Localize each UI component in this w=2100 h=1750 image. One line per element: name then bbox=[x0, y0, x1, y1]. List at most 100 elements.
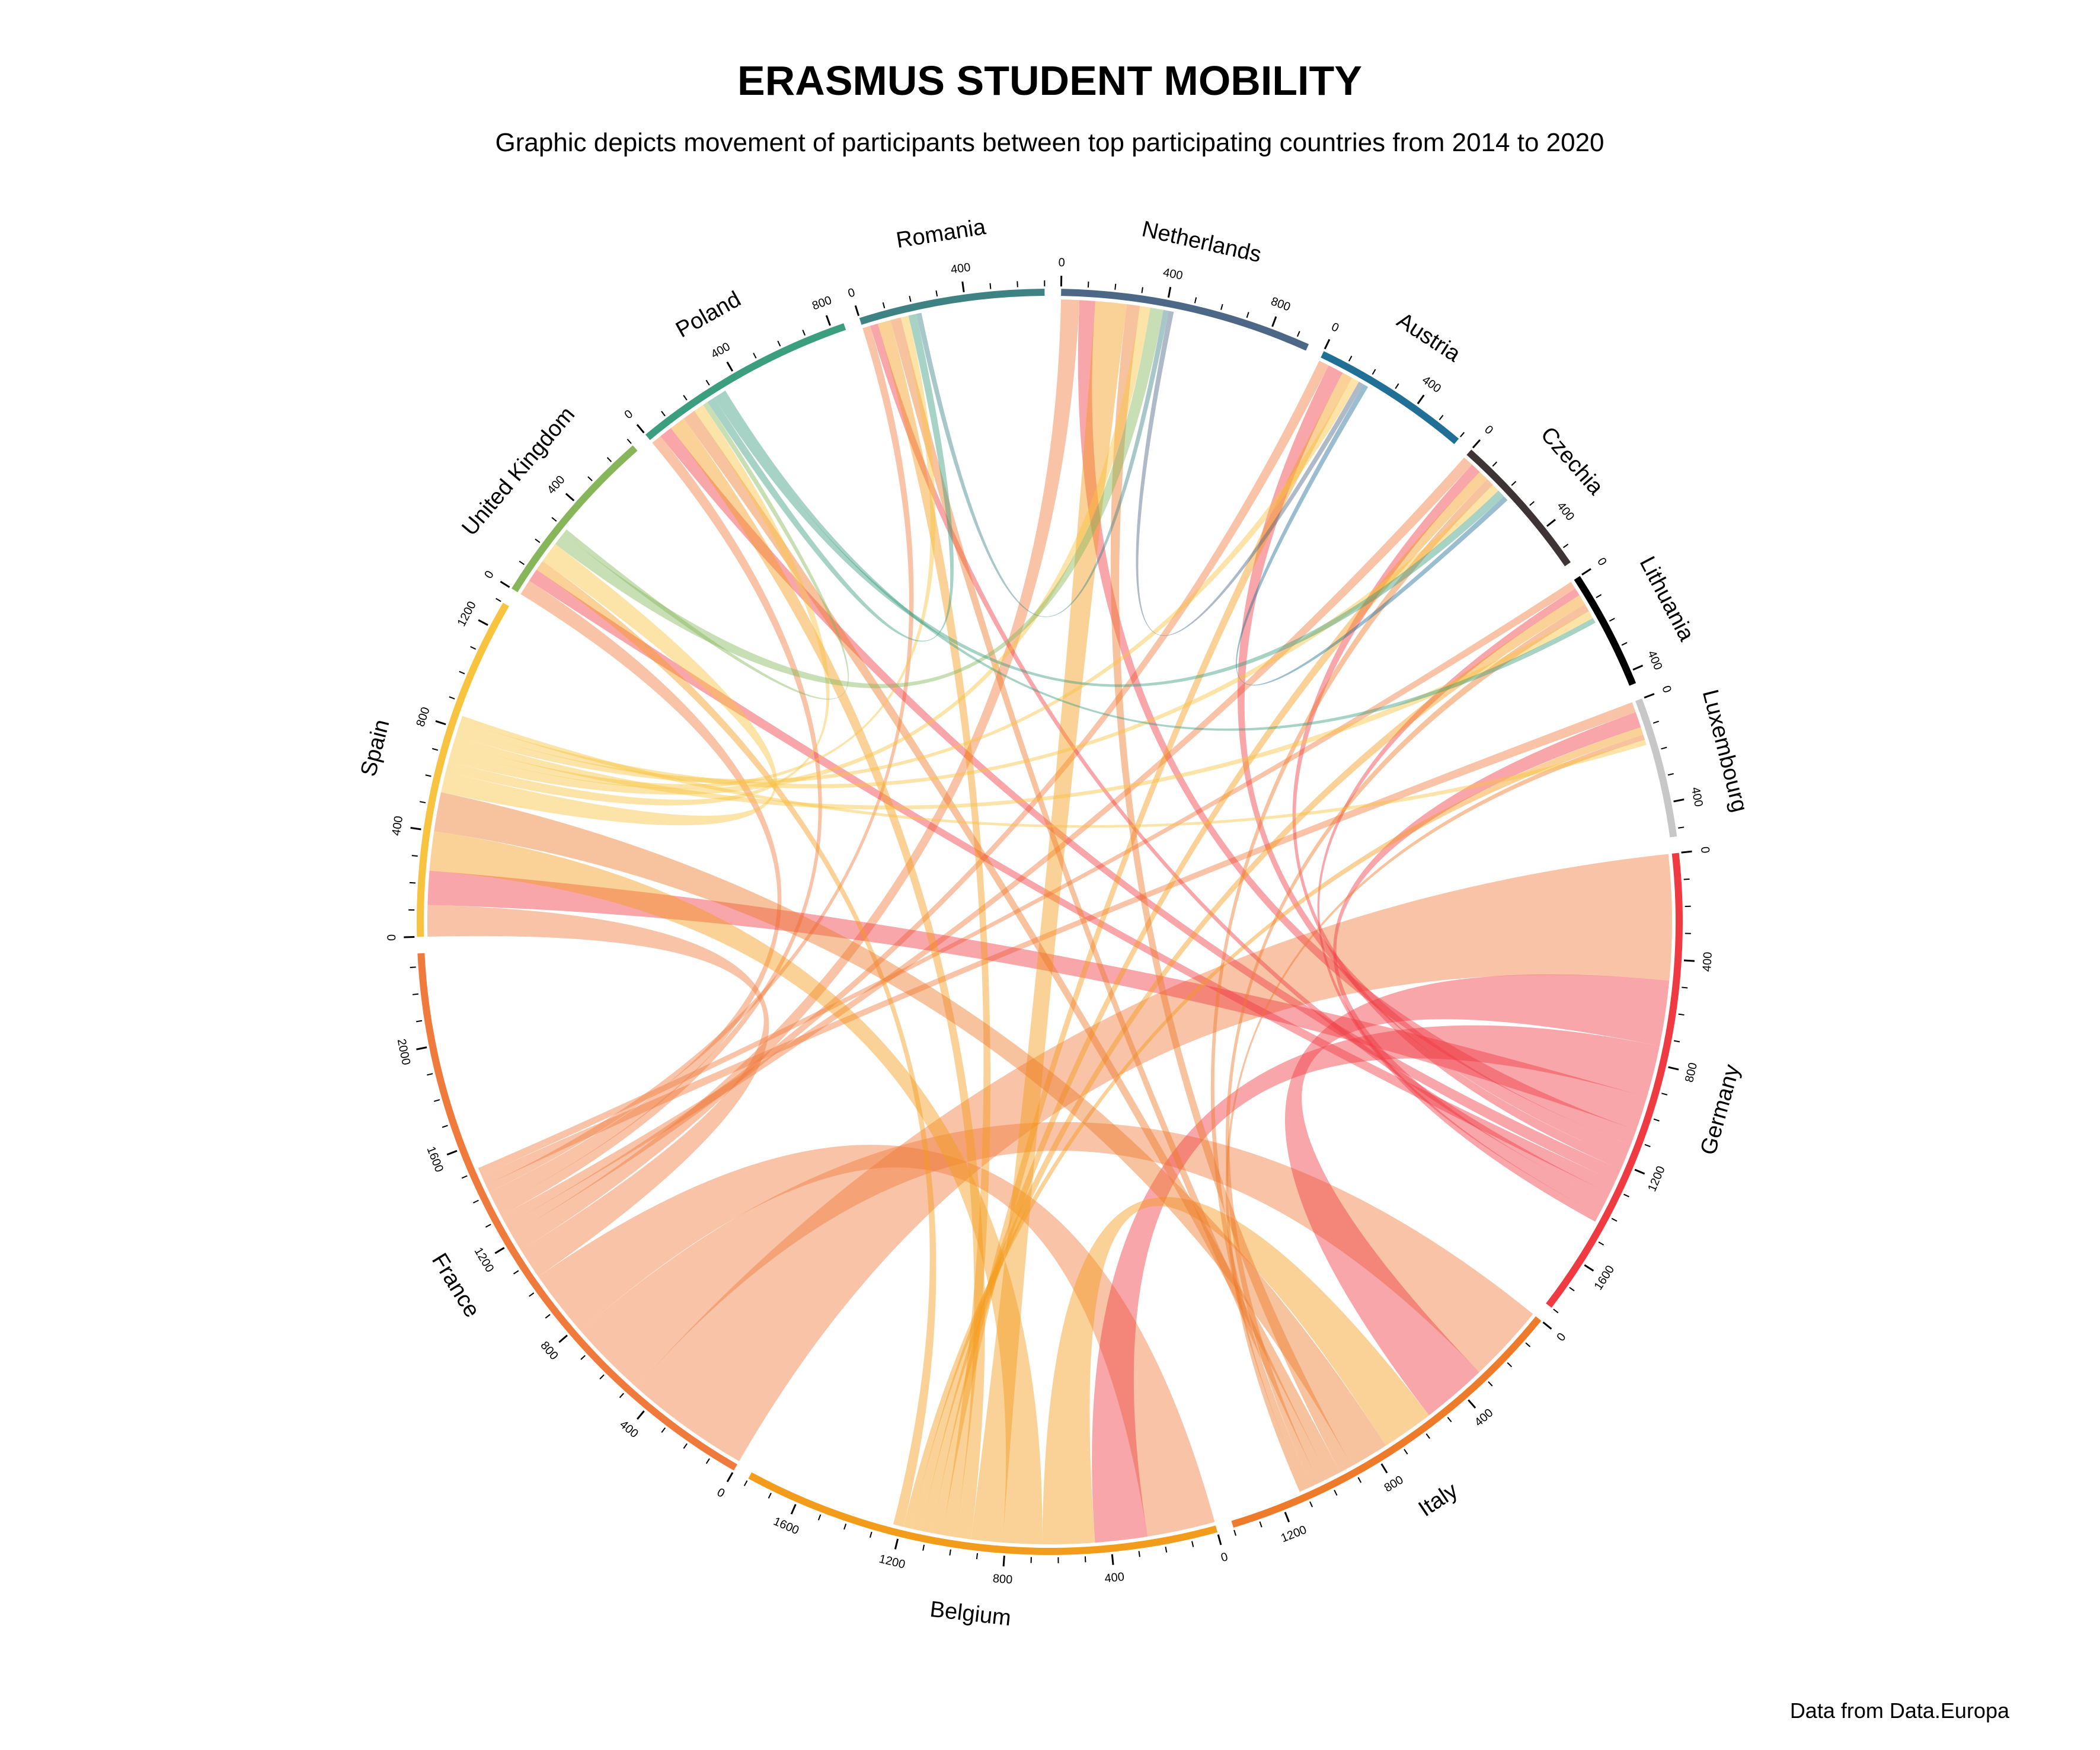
ribbon-germany-to-united-kingdom bbox=[529, 570, 1616, 1194]
tick-austria bbox=[1348, 355, 1353, 362]
tick-label-italy: 0 bbox=[1554, 1330, 1568, 1344]
tick-germany bbox=[1611, 1218, 1618, 1222]
tick-poland bbox=[753, 352, 757, 359]
tick-austria bbox=[1395, 383, 1399, 389]
tick-luxembourg bbox=[1652, 720, 1660, 724]
tick-poland bbox=[726, 361, 734, 372]
tick-italy bbox=[1404, 1449, 1408, 1455]
tick-italy bbox=[1542, 1321, 1552, 1330]
ribbon-united-kingdom-to-poland bbox=[563, 402, 849, 700]
tick-label-spain: 400 bbox=[390, 815, 406, 836]
country-label-luxembourg: Luxembourg bbox=[1698, 687, 1753, 815]
tick-germany bbox=[1569, 1286, 1575, 1292]
tick-germany bbox=[1673, 1040, 1680, 1043]
arc-lithuania bbox=[1574, 576, 1636, 686]
tick-belgium bbox=[1084, 1556, 1086, 1563]
tick-germany bbox=[1683, 959, 1695, 962]
tick-france bbox=[412, 993, 419, 995]
tick-austria bbox=[1324, 338, 1331, 350]
ribbon-france-to-germany bbox=[636, 854, 1672, 1461]
tick-label-spain: 1200 bbox=[455, 599, 479, 629]
tick-czechia bbox=[1546, 519, 1556, 527]
tick-label-united-kingdom: 400 bbox=[545, 473, 568, 497]
tick-label-lithuania: 0 bbox=[1594, 555, 1609, 568]
tick-spain bbox=[431, 748, 439, 751]
ribbons bbox=[427, 299, 1672, 1544]
tick-lithuania bbox=[1596, 594, 1602, 598]
tick-belgium bbox=[894, 1538, 899, 1550]
tick-netherlands bbox=[1296, 331, 1300, 337]
tick-germany bbox=[1553, 1308, 1559, 1314]
country-label-italy: Italy bbox=[1414, 1478, 1462, 1522]
chart-subtitle: Graphic depicts movement of participants… bbox=[495, 128, 1604, 157]
tick-poland bbox=[802, 330, 806, 336]
country-label-poland: Poland bbox=[672, 286, 745, 343]
tick-germany bbox=[1681, 850, 1692, 854]
country-arcs bbox=[417, 289, 1683, 1556]
tick-czechia bbox=[1472, 439, 1481, 449]
arc-austria bbox=[1321, 351, 1459, 445]
tick-italy bbox=[1309, 1501, 1313, 1508]
ribbon-germany-to-belgium bbox=[1092, 1025, 1660, 1543]
tick-netherlands bbox=[1220, 304, 1223, 310]
tick-italy bbox=[1334, 1490, 1338, 1496]
tick-germany bbox=[1634, 1168, 1645, 1175]
tick-netherlands bbox=[1194, 297, 1197, 304]
tick-label-germany: 0 bbox=[1698, 846, 1712, 854]
arc-germany bbox=[1546, 852, 1683, 1308]
arc-united-kingdom bbox=[512, 445, 638, 592]
chart-title: ERASMUS STUDENT MOBILITY bbox=[737, 58, 1362, 104]
ribbon-germany-to-spain bbox=[427, 870, 1647, 1131]
tick-luxembourg bbox=[1678, 826, 1685, 829]
tick-poland bbox=[636, 424, 645, 434]
tick-italy bbox=[1380, 1463, 1388, 1474]
tick-luxembourg bbox=[1673, 799, 1685, 803]
arc-belgium bbox=[748, 1472, 1218, 1556]
tick-poland bbox=[777, 340, 781, 347]
arc-netherlands bbox=[1061, 289, 1309, 351]
tick-france bbox=[705, 1458, 710, 1464]
tick-czechia bbox=[1529, 501, 1535, 506]
ribbon-austria-to-czechia bbox=[1236, 384, 1508, 686]
tick-france bbox=[599, 1374, 605, 1379]
tick-label-luxembourg: 0 bbox=[1659, 684, 1674, 695]
ribbon-france-to-belgium bbox=[538, 1145, 1215, 1537]
ribbon-germany-to-italy bbox=[1284, 974, 1670, 1416]
tick-belgium bbox=[768, 1493, 772, 1499]
tick-label-germany: 1200 bbox=[1645, 1164, 1668, 1194]
tick-france bbox=[636, 1410, 645, 1420]
tick-spain bbox=[425, 774, 431, 777]
tick-label-netherlands: 400 bbox=[1162, 266, 1184, 283]
tick-france bbox=[513, 1270, 519, 1275]
tick-label-belgium: 1600 bbox=[772, 1515, 801, 1537]
tick-label-france: 1600 bbox=[424, 1145, 446, 1174]
tick-netherlands bbox=[1087, 281, 1089, 288]
ribbon-france-to-united-kingdom bbox=[489, 580, 782, 1207]
country-label-spain: Spain bbox=[356, 717, 395, 779]
tick-austria bbox=[1372, 369, 1376, 375]
tick-austria bbox=[1460, 432, 1465, 438]
tick-belgium bbox=[1165, 1546, 1168, 1553]
tick-belgium bbox=[949, 1549, 951, 1556]
tick-spain bbox=[435, 720, 446, 726]
tick-germany bbox=[1598, 1241, 1604, 1246]
tick-label-austria: 400 bbox=[1420, 373, 1443, 395]
tick-belgium bbox=[817, 1514, 822, 1521]
tick-spain bbox=[410, 826, 421, 831]
tick-label-poland: 400 bbox=[709, 340, 733, 362]
ribbon-france-to-luxembourg bbox=[481, 702, 1636, 1185]
tick-germany bbox=[1683, 878, 1690, 880]
tick-romania bbox=[882, 302, 886, 309]
country-label-romania: Romania bbox=[894, 215, 988, 253]
tick-label-united-kingdom: 0 bbox=[482, 569, 497, 581]
tick-belgium bbox=[1138, 1551, 1140, 1557]
tick-label-belgium: 800 bbox=[992, 1572, 1013, 1586]
tick-czechia bbox=[1492, 461, 1497, 467]
tick-united-kingdom bbox=[587, 476, 593, 481]
tick-belgium bbox=[1217, 1534, 1222, 1545]
tick-label-germany: 800 bbox=[1683, 1061, 1700, 1084]
tick-france bbox=[619, 1393, 624, 1398]
tick-luxembourg bbox=[1667, 773, 1674, 776]
tick-france bbox=[580, 1355, 586, 1361]
tick-spain bbox=[496, 598, 501, 602]
